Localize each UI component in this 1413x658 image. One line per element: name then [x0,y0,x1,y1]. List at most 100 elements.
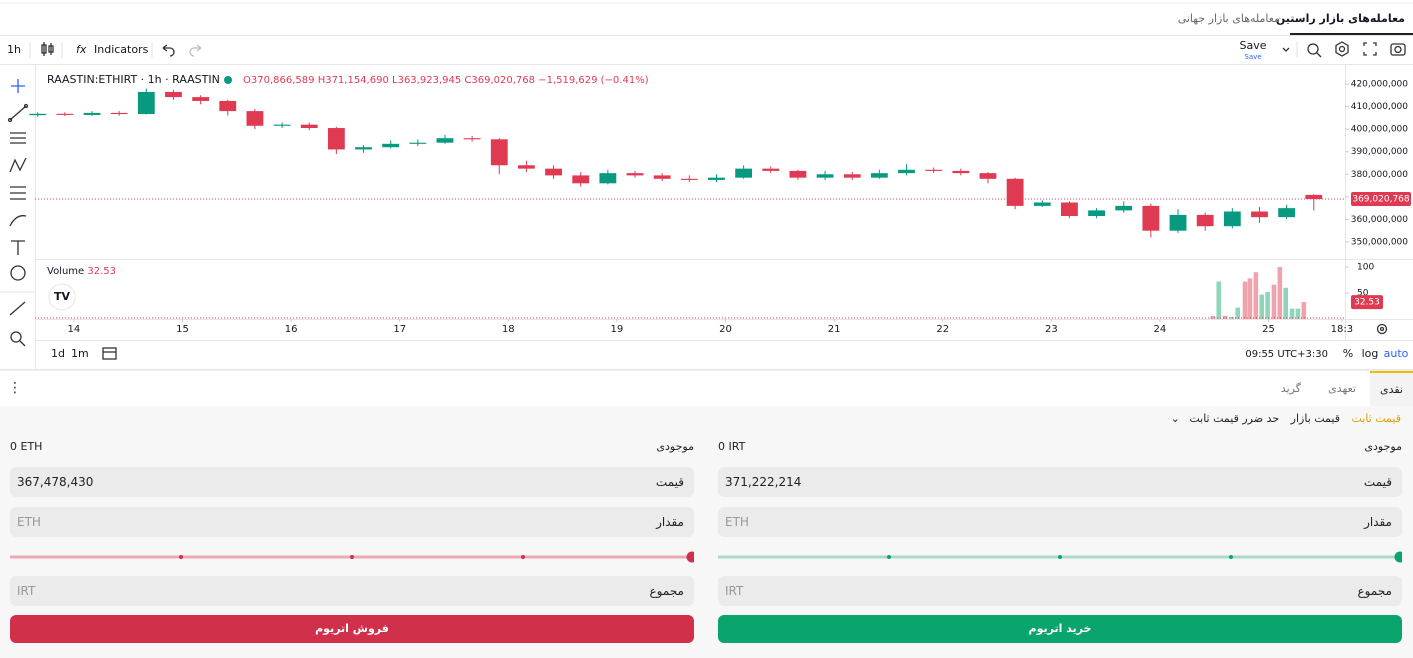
candle-body [1088,210,1105,217]
tab[interactable]: معامله‌های بازار جهانی [1178,12,1280,25]
fullscreen-icon[interactable] [1363,42,1377,56]
tv-logo: TV [48,283,76,311]
candle-body [56,113,74,115]
range[interactable]: 1d [51,347,65,360]
slider[interactable] [718,551,1402,563]
order-type[interactable]: قیمت بازار [1290,412,1340,425]
order-type-active[interactable]: قیمت ثابت [1351,412,1401,425]
sell-panel: موجودی 0 ETH قیمت 367,478,430 مقدار ETH مج… [10,440,694,650]
slider-step[interactable] [1229,555,1233,559]
log[interactable]: log [1362,347,1379,360]
order-tab[interactable]: گرید [1280,382,1301,395]
dropdown[interactable]: ⌄ [1170,412,1180,425]
slider-step[interactable] [350,555,354,559]
candle-body [1006,178,1024,206]
y-tick-label: 420,000,000 [1351,80,1409,90]
undo[interactable] [162,44,175,57]
status-dot [224,76,232,84]
slider-knob[interactable] [1394,551,1403,563]
candle-body [29,113,47,116]
candle-body [83,112,101,115]
calendar-icon[interactable] [102,347,117,360]
volume-bar [1271,284,1277,319]
candle-body [273,124,291,126]
volume-bar [1216,281,1222,319]
slider[interactable] [10,551,694,563]
candle-body [355,147,372,150]
alert-icon[interactable] [1307,43,1322,58]
amount-label: مقدار [656,515,684,529]
y-tick-label: 360,000,000 [1351,215,1409,225]
candle-body [572,175,590,184]
y-tick-label: 50 [1357,289,1369,299]
indicators[interactable]: Indicators [94,43,149,56]
x-tick-label: 15 [176,324,189,335]
volume-bar [1289,308,1295,319]
amount-unit: ETH [17,515,41,529]
slider-knob[interactable] [686,551,695,563]
submit-button[interactable]: خرید اتریوم [718,615,1402,643]
candle-body [192,97,210,101]
amount-field[interactable]: مقدار ETH [10,507,694,537]
submit-button[interactable]: فروش اتریوم [10,615,694,643]
total-field[interactable]: مجموع IRT [718,576,1402,606]
slider-step[interactable] [1058,555,1062,559]
axis-settings[interactable] [1376,323,1388,335]
x-tick-label: 21 [828,324,841,335]
candle-body [409,142,427,144]
y-tick-label: 390,000,000 [1351,147,1409,157]
camera-icon[interactable] [1390,43,1406,56]
redo[interactable] [189,44,202,57]
x-tick-label: 16 [285,324,298,335]
x-tick-label: 18:3 [1331,324,1353,335]
buy-panel: موجودی 0 IRT قیمت 371,222,214 مقدار ETH مج… [718,440,1402,650]
candle-icon[interactable] [41,42,54,56]
volume-bar [1247,278,1253,319]
order-tab[interactable]: تعهدی [1328,382,1356,395]
candle-body [708,177,725,180]
menu[interactable]: ⋮ [8,380,22,396]
chart-widget: معامله‌های بازار راستین معامله‌های بازار… [0,2,1413,370]
candle-body [599,173,617,184]
candle-body [680,178,698,180]
amount-field[interactable]: مقدار ETH [718,507,1402,537]
volume-bar [1242,281,1248,319]
percent[interactable]: % [1343,347,1353,360]
candle-body [246,111,264,126]
slider-step[interactable] [521,555,525,559]
chevron[interactable] [1282,47,1290,52]
drawing-tools[interactable] [7,79,29,347]
price: 367,478,430 [17,475,94,489]
tab-active[interactable]: معامله‌های بازار راستین [1276,12,1405,25]
candle-body [436,138,454,143]
candle-body [952,170,970,174]
y-tick-label: 100 [1357,263,1374,273]
volume-bar [1295,308,1301,319]
last-price-label: 369,020,768 [1352,195,1410,205]
candle-body [1169,214,1187,231]
candle-body [1305,194,1323,200]
settings-icon[interactable] [1335,41,1349,57]
slider-step[interactable] [887,555,891,559]
candle-body [1251,211,1268,218]
save[interactable]: Save [1239,39,1266,52]
volume-bar [1229,316,1235,319]
auto[interactable]: auto [1384,347,1409,360]
price-field[interactable]: قیمت 371,222,214 [718,467,1402,497]
order-type[interactable]: حد ضرر قیمت ثابت [1189,412,1280,425]
order-tab-active[interactable]: نقدی [1369,371,1413,406]
candle-body [735,168,753,178]
clock: 09:55 UTC+3:30 [1245,349,1328,360]
candle-body [300,124,318,129]
price-field[interactable]: قیمت 367,478,430 [10,467,694,497]
y-tick-label: 410,000,000 [1351,102,1409,112]
total-field[interactable]: مجموع IRT [10,576,694,606]
candle-body [110,112,128,115]
interval[interactable]: 1h [7,43,21,56]
slider-step[interactable] [179,555,183,559]
fx-icon[interactable]: fx [76,43,87,56]
range[interactable]: 1m [71,347,89,360]
price: 371,222,214 [725,475,802,489]
y-tick-label: 400,000,000 [1351,125,1409,135]
candle-body [219,100,237,112]
